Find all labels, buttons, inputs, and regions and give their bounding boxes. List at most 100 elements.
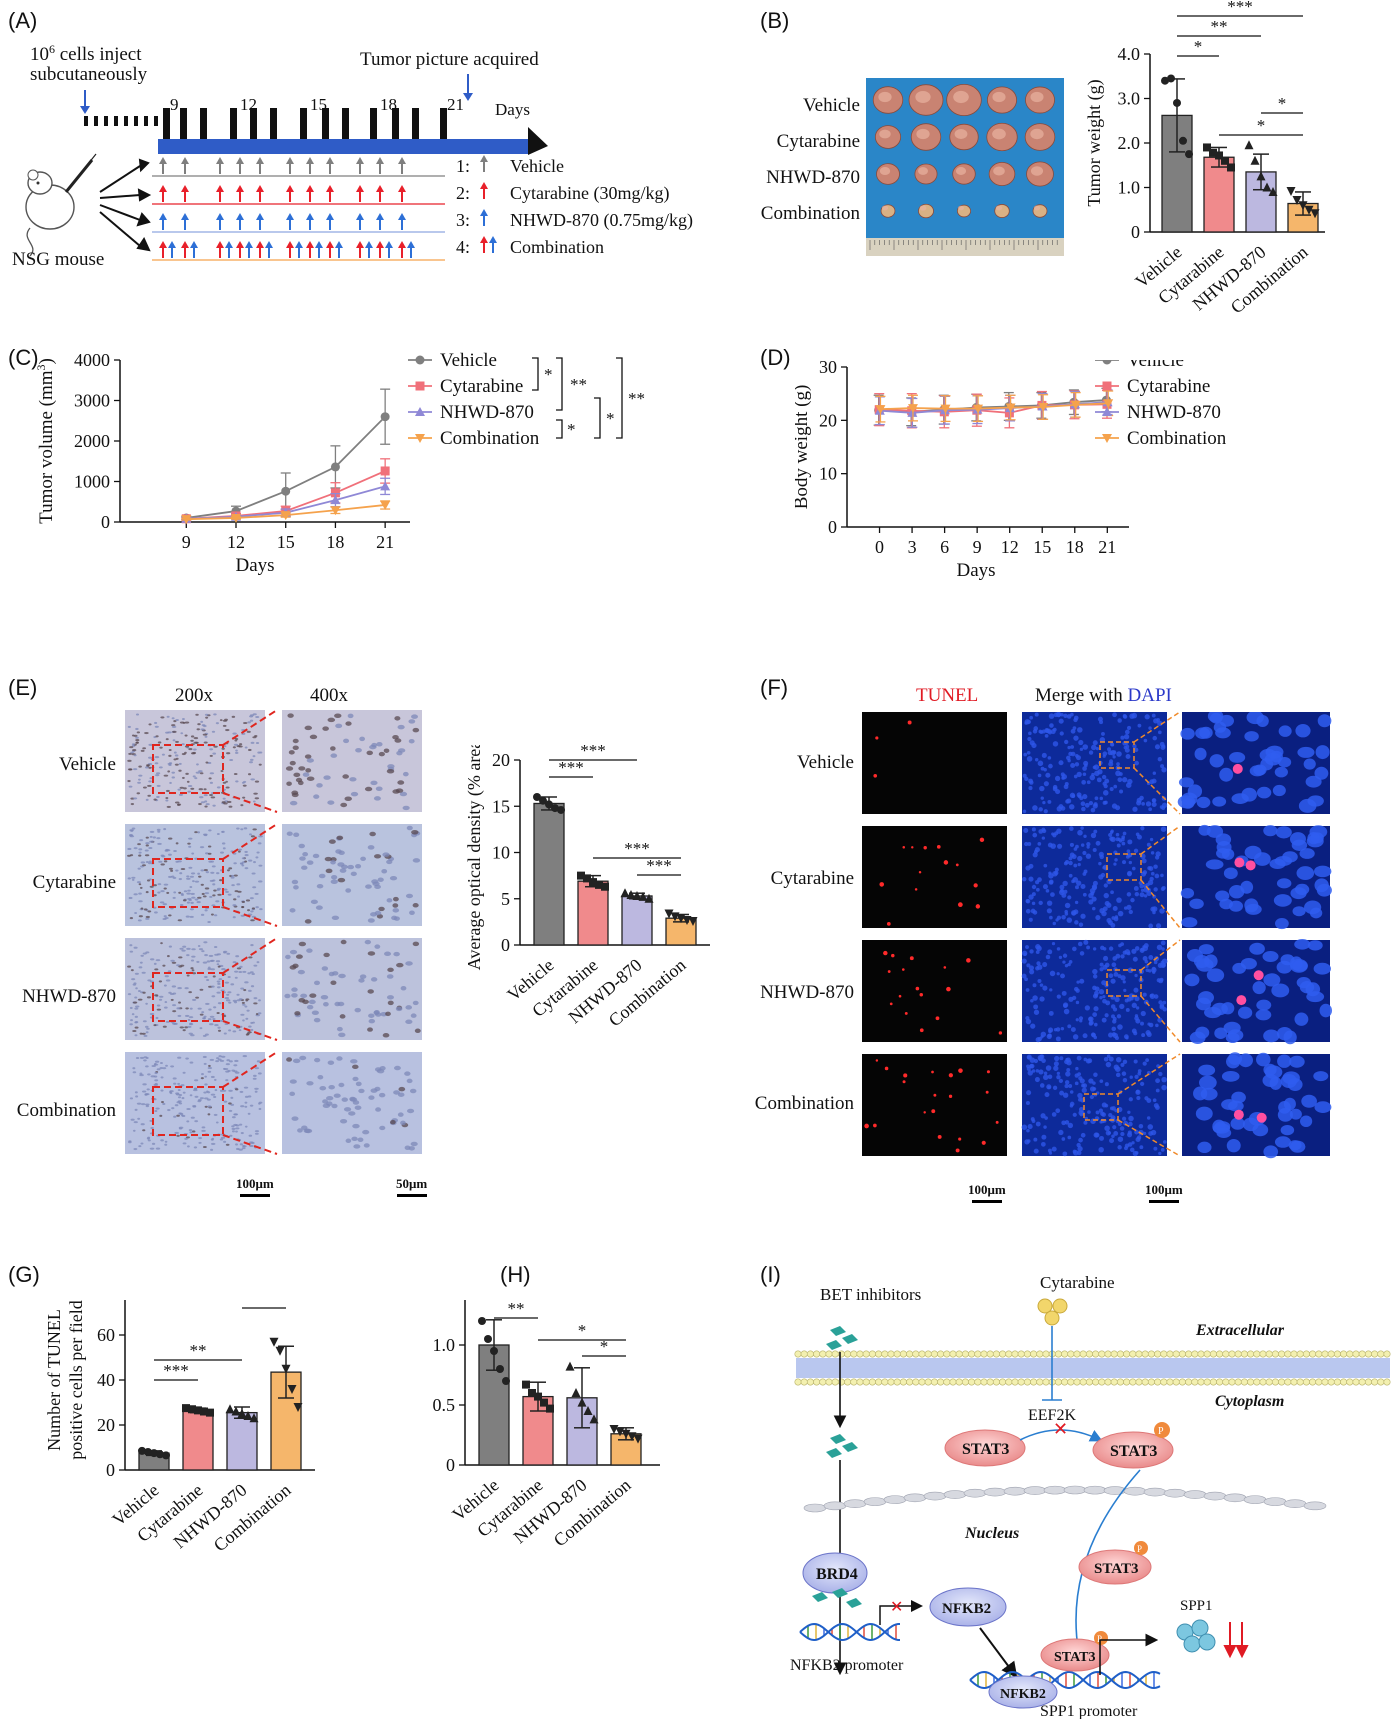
cell-nucleus [160,1139,164,1142]
dapi-nucleus [1300,1115,1313,1128]
cell-nucleus [131,1013,135,1016]
lipid-head [1284,1378,1292,1386]
cell-nucleus [331,875,338,880]
y-tick-label: 60 [97,1325,115,1345]
nfkb2-node [929,1587,1007,1627]
cell-nucleus [128,1141,132,1144]
cell-nucleus [219,719,223,722]
lipid-head [961,1350,969,1358]
y-tick-label: 10 [819,464,837,484]
cell-nucleus [219,1019,224,1022]
cell-nucleus [152,836,156,839]
data-point [150,1449,158,1458]
dapi-nucleus [1093,829,1098,834]
cell-nucleus [190,892,195,895]
lipid-head [813,1350,821,1358]
zoom-connector [1140,879,1181,929]
data-point [275,1346,285,1356]
cell-nucleus [241,1147,246,1150]
significance-label: ** [1211,17,1228,36]
lipid-head [1129,1350,1137,1358]
lipid-head [1129,1378,1137,1386]
dapi-nucleus [1068,873,1073,878]
dapi-nucleus [1047,799,1052,804]
bar-nhwd-870 [621,895,653,946]
panel-label-f: (F) [760,675,789,700]
cell-nucleus [128,752,132,755]
cell-nucleus [253,792,258,795]
lipid-head [906,1350,914,1358]
dapi-nucleus [1141,858,1147,864]
timeline-dash [154,116,158,126]
dapi-nucleus [1307,940,1323,951]
cell-nucleus [232,904,237,907]
cell-nucleus [137,867,141,870]
lipid-head [1315,1350,1323,1358]
cell-nucleus [128,785,133,788]
dapi-nucleus [1113,784,1118,789]
cell-nucleus [131,876,136,879]
dapi-nucleus [1021,950,1028,956]
cell-nucleus [405,961,413,966]
dapi-nucleus [1294,883,1310,896]
dapi-nucleus [1064,912,1069,916]
dapi-nucleus [1089,1086,1096,1092]
cell-nucleus [373,796,381,801]
dapi-nucleus [1148,923,1154,929]
cell-nucleus [405,893,414,899]
dapi-nucleus [1246,712,1264,725]
significance-label: ** [508,1300,525,1318]
significance-label: * [1194,37,1203,56]
dapi-nucleus [1162,1000,1167,1005]
dapi-nucleus [1099,1079,1104,1084]
y-axis-label: Tumor weight (g) [1084,79,1105,206]
cell-nucleus [326,1095,334,1101]
cell-nucleus [309,734,318,740]
cell-nucleus [393,916,400,921]
nuclear-pore-segment [1083,1485,1107,1495]
cell-nucleus [173,1115,177,1118]
dapi-nucleus [1096,777,1102,783]
dapi-nucleus [1141,801,1145,806]
dapi-nucleus [1158,1000,1163,1005]
dapi-nucleus [1110,922,1116,928]
cell-nucleus [145,917,150,920]
dapi-nucleus [1269,858,1286,869]
data-point [380,481,391,491]
dapi-nucleus [1040,1141,1046,1147]
dose-arrow-head [236,157,244,164]
dapi-nucleus [1028,965,1035,971]
ihc-row-label: Combination [16,1100,116,1121]
dapi-nucleus [1064,964,1069,968]
cell-nucleus [155,1147,161,1150]
cell-nucleus [189,1007,193,1010]
cell-nucleus [369,831,376,837]
phospho-badge-text: P [1097,1634,1102,1644]
dapi-nucleus [1043,863,1048,868]
dapi-nucleus [1120,954,1125,959]
dapi-nucleus [1079,978,1085,984]
dapi-nucleus [1078,922,1084,927]
dapi-nucleus [1101,980,1107,986]
cell-nucleus [138,848,143,851]
dapi-nucleus [1127,870,1133,876]
dapi-nucleus [1212,796,1227,807]
merge-image [1022,940,1167,1042]
cell-nucleus [161,855,166,858]
cell-nucleus [211,865,216,868]
bet-inhibitor-molecules [826,1326,858,1350]
dapi-nucleus [1063,1008,1070,1015]
cell-nucleus [325,868,333,874]
cell-nucleus [162,1025,167,1028]
cell-nucleus [367,1027,373,1032]
ihc-image-200x [125,824,265,926]
dapi-nucleus [1066,917,1073,923]
group-number: 1: [456,156,470,176]
lipid-head [949,1350,957,1358]
data-point [1268,186,1278,196]
cell-nucleus [156,828,161,831]
cell-nucleus [256,851,260,854]
cell-nucleus [285,766,294,771]
legend-label: Cytarabine [1127,376,1210,397]
